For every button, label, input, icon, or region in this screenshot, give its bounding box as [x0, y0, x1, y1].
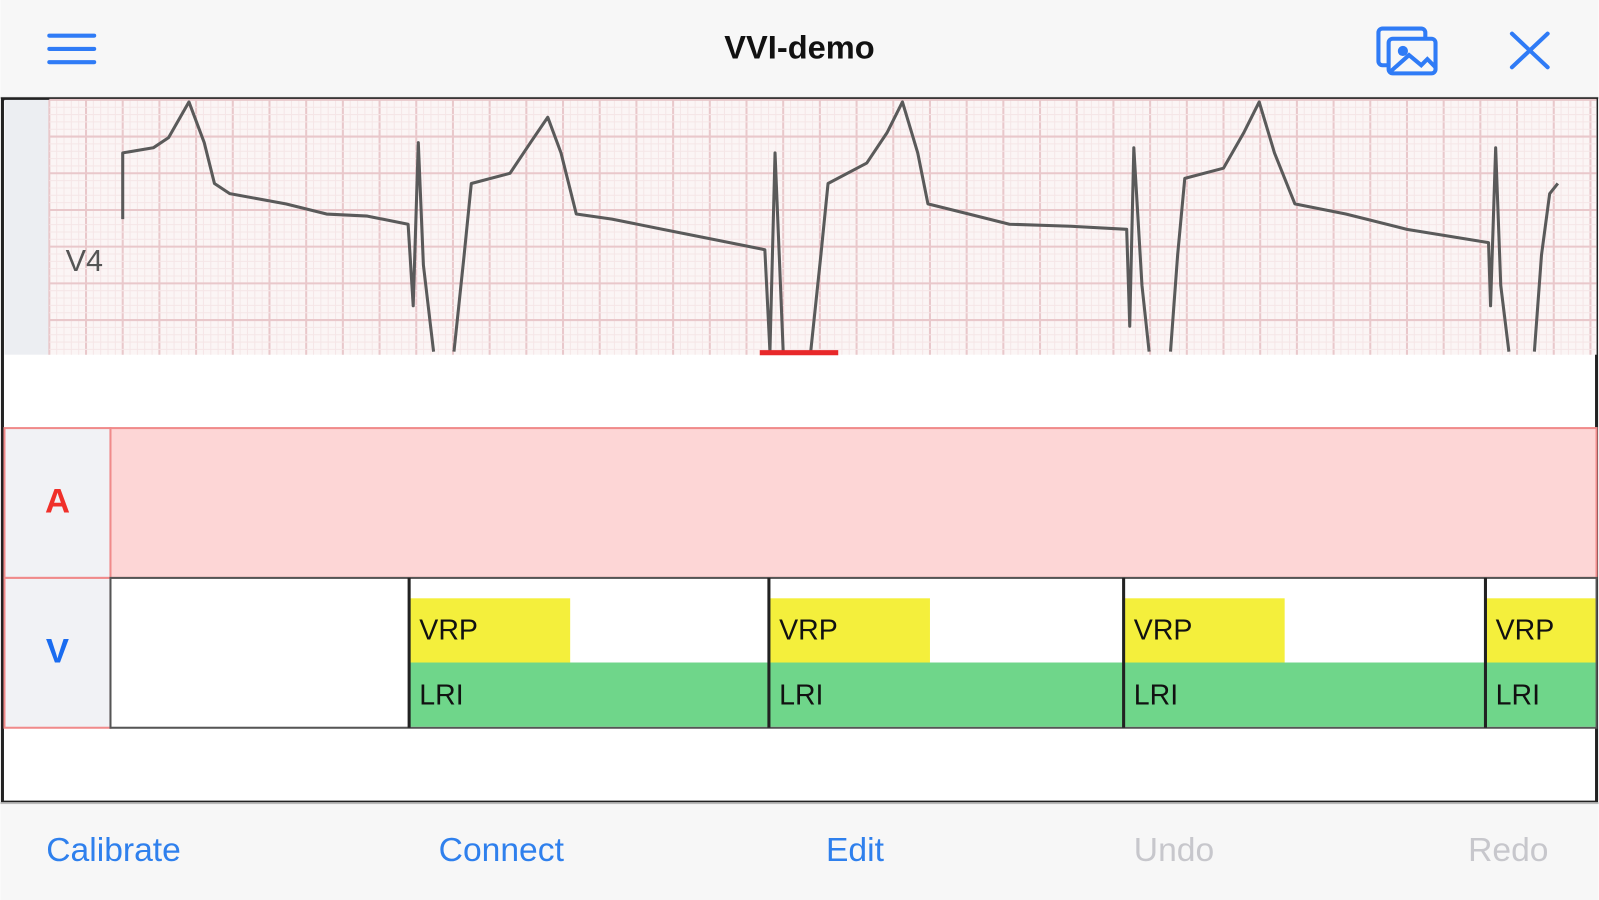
vrp-label: VRP [419, 614, 478, 646]
v-intervals: VRP LRI VRP LRI VRP LRI VRP LRI [407, 577, 1596, 728]
vrp-bar [409, 598, 571, 663]
image-button[interactable] [1376, 26, 1438, 76]
vrp-label: VRP [779, 614, 838, 646]
lri-bar [768, 662, 1124, 727]
row-label: A [45, 483, 70, 521]
vrp-label: VRP [1134, 614, 1193, 646]
lri-label: LRI [1496, 680, 1540, 712]
vrp-bar [1123, 598, 1285, 663]
toolbar-button: Undo [1134, 832, 1214, 869]
lri-bar [1123, 662, 1486, 727]
lead-label: V4 [66, 244, 103, 278]
lri-bar [409, 662, 769, 727]
close-button[interactable] [1509, 31, 1550, 70]
lri-bar [1485, 662, 1596, 727]
toolbar-button[interactable]: Connect [439, 832, 565, 869]
nav-bar [0, 0, 1599, 98]
toolbar-buttons: Calibrate Connect Edit Undo Redo [46, 832, 1548, 869]
vrp-label: VRP [1496, 614, 1555, 646]
row-label: V [46, 632, 69, 670]
nav-title: VVI-demo [724, 29, 874, 66]
toolbar-button: Redo [1468, 832, 1548, 869]
lri-label: LRI [419, 680, 463, 712]
toolbar-button[interactable]: Calibrate [46, 832, 181, 869]
toolbar [0, 804, 1599, 900]
lri-label: LRI [1134, 680, 1178, 712]
vrp-bar [1485, 598, 1596, 663]
toolbar-button[interactable]: Edit [826, 832, 885, 869]
ecg-strip [4, 98, 1597, 355]
vrp-bar [768, 598, 930, 663]
lri-label: LRI [779, 680, 823, 712]
ecg-trace [121, 100, 1560, 354]
menu-button[interactable] [47, 33, 97, 65]
